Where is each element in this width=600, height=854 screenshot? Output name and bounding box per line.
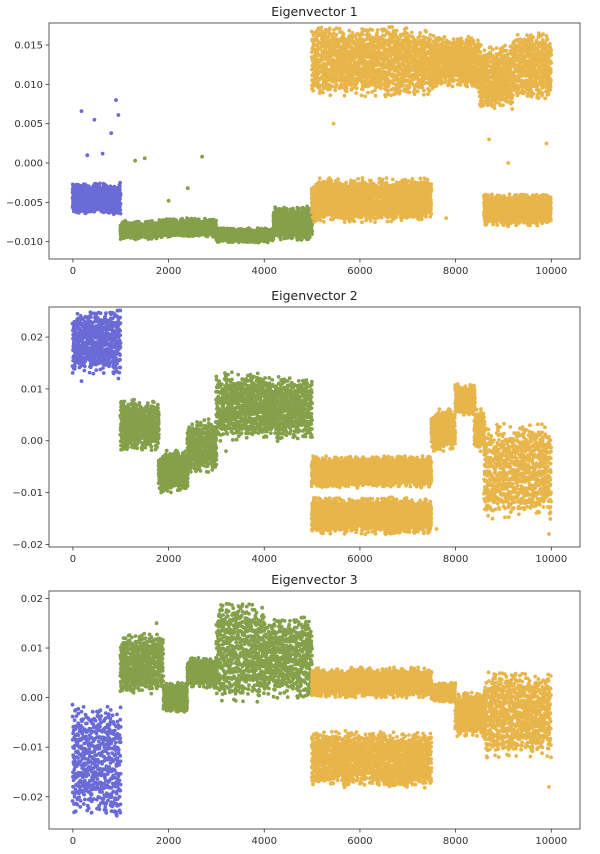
data-point <box>373 88 377 93</box>
data-point <box>79 109 84 113</box>
data-point <box>333 88 338 93</box>
data-point <box>92 117 97 122</box>
data-points <box>70 25 554 245</box>
data-point <box>116 113 121 117</box>
data-point <box>352 180 357 185</box>
data-point <box>386 88 390 93</box>
data-point <box>363 94 368 99</box>
data-point <box>368 218 373 223</box>
data-point <box>423 28 428 33</box>
data-point <box>118 197 122 201</box>
data-point <box>150 219 154 223</box>
data-point <box>359 93 364 98</box>
data-point <box>342 93 347 98</box>
data-point <box>328 93 333 98</box>
chart-title: Eigenvector 1 <box>271 4 358 19</box>
data-point <box>421 88 426 93</box>
data-point <box>166 198 171 203</box>
data-point <box>319 25 324 30</box>
data-point <box>322 220 326 224</box>
data-point <box>297 207 301 212</box>
data-point <box>214 218 218 223</box>
data-point <box>344 180 348 185</box>
data-point <box>336 177 341 182</box>
data-point <box>390 25 394 29</box>
data-point <box>347 28 352 33</box>
data-point <box>398 89 403 93</box>
data-point <box>394 28 399 33</box>
series-0 <box>70 98 123 217</box>
data-point <box>185 186 190 191</box>
data-point <box>354 86 359 91</box>
data-point <box>428 37 433 42</box>
data-point <box>352 219 357 224</box>
data-point <box>114 98 118 102</box>
data-point <box>360 87 365 92</box>
data-point <box>415 89 420 94</box>
data-point <box>334 33 339 37</box>
data-point <box>344 86 349 91</box>
data-point <box>356 177 360 181</box>
data-point <box>100 151 105 156</box>
data-point <box>318 218 323 223</box>
data-point <box>117 184 122 189</box>
data-point <box>369 178 373 183</box>
data-point <box>117 188 122 193</box>
data-point <box>133 158 138 163</box>
data-point <box>404 26 409 30</box>
data-point <box>118 211 123 216</box>
data-point <box>117 204 122 209</box>
data-point <box>311 88 316 93</box>
data-point <box>360 220 364 225</box>
data-point <box>196 217 201 222</box>
data-point <box>142 156 147 161</box>
data-point <box>370 28 375 32</box>
data-point <box>375 28 380 32</box>
data-point <box>118 201 123 206</box>
data-point <box>418 31 423 35</box>
data-point <box>108 184 113 189</box>
data-point <box>118 208 123 212</box>
data-point <box>85 153 90 158</box>
data-point <box>360 32 365 37</box>
data-point <box>373 93 378 98</box>
data-point <box>118 191 123 196</box>
data-point <box>321 90 325 95</box>
data-point <box>407 85 412 90</box>
data-point <box>360 176 365 180</box>
data-point <box>341 72 346 76</box>
data-point <box>101 210 106 215</box>
data-point <box>327 26 332 31</box>
series-2 <box>309 25 554 229</box>
data-point <box>341 32 346 37</box>
data-point <box>409 30 414 35</box>
data-point <box>200 154 205 159</box>
data-point <box>118 180 122 185</box>
data-point <box>136 219 141 224</box>
data-point <box>334 82 339 87</box>
data-point <box>422 92 426 97</box>
eigenvector-1-panel: Eigenvector 1 0 2000 4000 6000 8000 10000−0.0… <box>6 4 581 277</box>
data-point <box>337 26 342 31</box>
data-point <box>310 229 315 233</box>
data-point <box>186 217 191 222</box>
data-point <box>78 209 82 214</box>
data-point <box>97 181 102 186</box>
data-point <box>109 131 114 136</box>
data-point <box>93 181 98 186</box>
data-point <box>407 90 412 95</box>
series-1 <box>118 154 315 245</box>
data-point <box>284 206 289 211</box>
data-point <box>317 176 322 181</box>
data-point <box>366 90 370 95</box>
data-point <box>423 35 428 40</box>
data-point <box>375 31 379 36</box>
data-point <box>354 91 358 95</box>
